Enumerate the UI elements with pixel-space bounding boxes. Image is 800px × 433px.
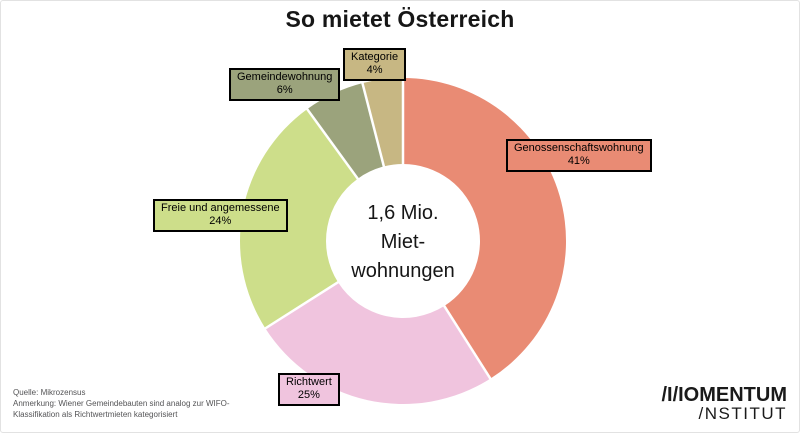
center-line-2: Miet- (380, 231, 426, 253)
slice-label-kategorie: Kategorie 4% (343, 48, 407, 81)
slice-name: Richtwert (286, 376, 332, 388)
slice-label-freie-und-angemessene: Freie und angemessene 24% (153, 199, 288, 232)
slice-name: Kategorie (351, 51, 399, 63)
note-line-1: Anmerkung: Wiener Gemeindebauten sind an… (13, 399, 230, 408)
donut-center-label: 1,6 Mio. Miet- wohnungen (293, 199, 513, 286)
slice-name: Gemeindewohnung (237, 71, 333, 83)
slice-percent: 25% (297, 389, 320, 401)
source-line: Quelle: Mikrozensus (13, 388, 86, 397)
slice-name: Freie und angemessene (161, 202, 280, 214)
donut-slice-kategorie (362, 78, 403, 167)
center-line-1: 1,6 Mio. (367, 202, 439, 224)
slice-label-richtwert: Richtwert 25% (278, 373, 340, 406)
slice-separator (305, 107, 360, 182)
momentum-institut-logo: /I/IOMENTUM /NSTITUT (661, 385, 787, 423)
slice-percent: 24% (209, 215, 232, 227)
source-notes: Quelle: Mikrozensus Anmerkung: Wiener Ge… (13, 387, 230, 420)
slice-label-genossenschaftswohnung: Genossenschaftswohnung 41% (506, 139, 652, 172)
note-line-2: Klassifikation als Richtwertmieten kateg… (13, 410, 178, 419)
chart-title: So mietet Österreich (285, 6, 515, 32)
logo-wordmark-momentum: /I/IOMENTUM (661, 384, 787, 406)
slice-separator (263, 280, 341, 330)
slice-separator (360, 81, 386, 169)
slice-name: Genossenschaftswohnung (514, 142, 644, 154)
donut-slice-gemeindewohnung (307, 83, 384, 179)
slice-percent: 4% (366, 64, 383, 76)
donut-slice-freie-und-angemessene (239, 109, 358, 329)
slice-label-gemeindewohnung: Gemeindewohnung 6% (229, 68, 341, 101)
center-line-3: wohnungen (351, 260, 455, 282)
slice-separator (442, 303, 492, 381)
logo-wordmark-institut: /NSTITUT (698, 404, 787, 423)
slice-percent: 6% (276, 84, 293, 96)
slice-percent: 41% (567, 155, 590, 167)
